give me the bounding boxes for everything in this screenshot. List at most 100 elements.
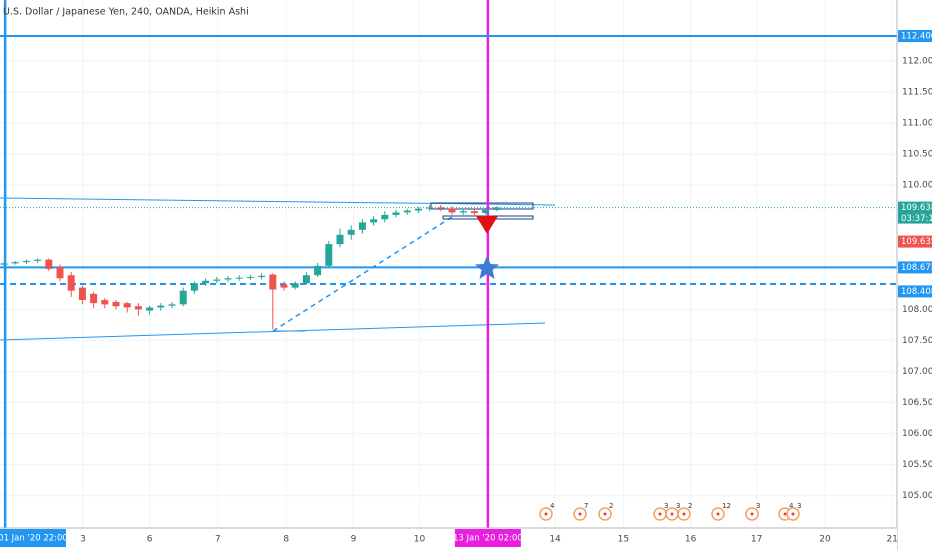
axes: 112.000 111.500 111.000 110.500 110.000 108.0…: [0, 30, 932, 547]
event-count: 3: [664, 502, 668, 510]
candle-body: [146, 307, 154, 311]
event-dot: [544, 512, 548, 516]
candle-body: [470, 211, 478, 214]
candle-body: [22, 260, 30, 263]
time-axis: [0, 528, 897, 550]
x-tick-label: 7: [215, 535, 221, 545]
y-tick-label: 107.000: [902, 367, 932, 377]
candle-body: [336, 234, 344, 245]
price-badge-label: 112.400: [901, 32, 932, 42]
box: [430, 202, 534, 210]
x-tick-label: 9: [351, 535, 357, 545]
x-tick-label: 15: [618, 535, 629, 545]
candle-body: [90, 293, 98, 304]
y-tick-label: 110.000: [902, 181, 932, 191]
x-tick-label: 10: [414, 535, 426, 545]
trend-line: [0, 197, 556, 206]
price-badge-label: 109.638: [901, 203, 932, 213]
candle-body: [437, 207, 445, 209]
candle-body: [403, 210, 411, 213]
y-tick-label: 110.500: [902, 150, 932, 160]
candle-body: [190, 283, 198, 291]
candle-body: [213, 279, 221, 281]
candle-body: [0, 263, 8, 265]
x-tick-badge: [454, 529, 521, 547]
event-dot: [658, 512, 662, 516]
candle-body: [347, 229, 355, 235]
trend-line: [0, 322, 546, 341]
x-tick-badge: [0, 529, 66, 547]
candle-body: [482, 209, 490, 214]
candle-body: [56, 267, 64, 279]
x-tick-label: 20: [819, 535, 831, 545]
chart-title: U.S. Dollar / Japanese Yen, 240, OANDA, …: [3, 7, 249, 18]
event-dot: [791, 512, 795, 516]
candle-body: [448, 208, 456, 213]
price-axis: [897, 0, 932, 550]
candle-body: [258, 275, 266, 278]
candle-body: [246, 277, 254, 279]
event-count: 4: [550, 502, 555, 510]
y-tick-label: 111.000: [902, 118, 932, 128]
x-tick-label: 16: [685, 535, 697, 545]
drawings: [475, 216, 499, 279]
event-count: 12: [722, 502, 731, 510]
candle-body: [157, 305, 165, 308]
event-dot: [603, 512, 607, 516]
candle-body: [370, 219, 378, 223]
candle-body: [414, 208, 422, 211]
price-badge: [898, 201, 932, 224]
star: [475, 256, 499, 279]
y-tick-label: 108.000: [902, 305, 932, 315]
candle-body: [381, 214, 389, 220]
y-tick-label: 105.000: [902, 491, 932, 501]
y-tick-label: 105.500: [902, 460, 932, 470]
event-dot: [682, 512, 686, 516]
events: 4 7 2 3 3 2 12 3 4 3: [539, 502, 801, 521]
candle-body: [202, 280, 210, 284]
candle-body: [78, 287, 86, 301]
y-tick-label: 112.000: [902, 56, 932, 66]
y-tick-label: 106.500: [902, 398, 932, 408]
price-badge: [898, 30, 932, 43]
x-tick-label: 14: [549, 535, 561, 545]
candle-body: [291, 283, 299, 288]
candle-body: [34, 259, 42, 261]
candle-body: [45, 259, 53, 269]
price-badge: [898, 285, 932, 298]
countdown: 03:37:10: [901, 214, 932, 224]
candle-body: [123, 303, 131, 308]
x-tick-label: 01 Jan '20 22:00: [0, 534, 68, 544]
candle-body: [392, 212, 400, 215]
candle-body: [179, 290, 187, 305]
candle-body: [314, 265, 322, 276]
candle-body: [235, 277, 243, 279]
y-tick-label: 111.500: [902, 87, 932, 97]
x-tick-label: 21: [886, 535, 897, 545]
event-count: 3: [797, 502, 801, 510]
y-tick-label: 106.000: [902, 429, 932, 439]
price-badge: [898, 235, 932, 248]
x-tick-label: 3: [80, 535, 86, 545]
x-tick-label: 17: [751, 535, 762, 545]
price-badge-label: 109.635: [901, 237, 932, 247]
x-tick-label: 13 Jan '20 02:00: [453, 534, 523, 544]
event-dot: [670, 512, 674, 516]
candle-body: [224, 278, 232, 280]
candle-body: [112, 301, 120, 307]
event-count: 3: [756, 502, 760, 510]
event-count: 3: [676, 502, 680, 510]
event-count: 2: [609, 502, 613, 510]
candle-body: [426, 207, 434, 209]
event-count: 7: [584, 502, 588, 510]
price-badge: [898, 261, 932, 274]
candle-body: [358, 222, 366, 230]
event-dot: [783, 512, 787, 516]
event-count: 4: [789, 502, 794, 510]
event-count: 2: [688, 502, 692, 510]
candle-body: [493, 207, 501, 210]
candle-body: [269, 274, 277, 290]
candle-body: [302, 275, 310, 284]
